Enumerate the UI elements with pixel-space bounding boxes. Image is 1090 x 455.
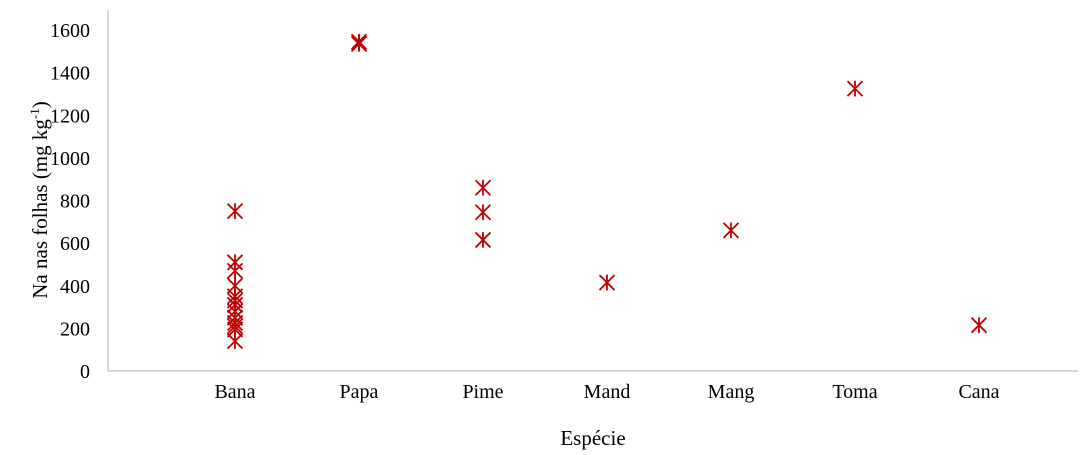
y-axis-title-main: Na nas folhas (mg kg [28, 119, 52, 299]
data-point [598, 274, 616, 291]
y-tick-label: 1000 [50, 148, 90, 170]
x-category-label: Bana [214, 381, 255, 403]
x-category-label: Toma [832, 381, 877, 403]
y-tick-labels: 0 200 400 600 800 1000 1200 1400 1600 [50, 20, 90, 383]
data-point [722, 222, 740, 239]
data-points [226, 33, 988, 350]
data-point [474, 204, 492, 221]
y-tick-label: 400 [60, 276, 90, 298]
y-tick-label: 600 [60, 233, 90, 255]
x-category-label: Mand [584, 381, 631, 403]
x-category-label: Pime [462, 381, 503, 403]
data-point [226, 203, 244, 220]
data-point [474, 231, 492, 249]
x-category-label: Papa [340, 381, 379, 403]
y-tick-label: 1400 [50, 63, 90, 85]
data-point [226, 262, 244, 279]
y-axis-title-superscript: -1 [27, 108, 42, 119]
y-tick-label: 1200 [50, 105, 90, 127]
x-category-label: Cana [958, 381, 999, 403]
data-point [226, 333, 244, 350]
y-axis-title: Na nas folhas (mg kg-1) [27, 101, 52, 298]
axes [107, 10, 1078, 372]
y-tick-label: 0 [80, 361, 90, 383]
x-category-labels: Bana Papa Pime Mand Mang Toma Cana [214, 381, 999, 403]
y-tick-label: 200 [60, 318, 90, 340]
y-tick-label: 1600 [50, 20, 90, 42]
y-axis-title-end: ) [28, 101, 52, 108]
x-axis-title: Espécie [560, 426, 625, 450]
x-category-label: Mang [708, 381, 755, 403]
data-point [970, 317, 988, 334]
data-point [846, 80, 864, 97]
data-point [474, 179, 492, 196]
data-point [350, 35, 368, 52]
y-tick-label: 800 [60, 191, 90, 213]
